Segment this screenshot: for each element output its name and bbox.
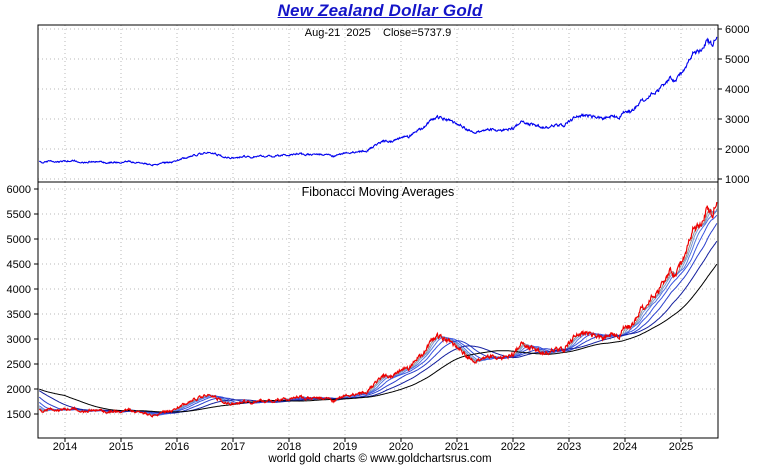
svg-text:4500: 4500 xyxy=(7,259,31,271)
price-line-red xyxy=(39,202,718,418)
ma-line-377d xyxy=(39,263,718,413)
svg-text:2021: 2021 xyxy=(445,441,469,453)
x-axis-labels: 2014 2015 2016 2017 2018 2019 2020 2021 2022 2023… xyxy=(53,441,693,453)
gridlines xyxy=(38,25,718,182)
copyright-footer: world gold charts © www.goldchartsrus.co… xyxy=(268,453,492,465)
ma-line-21d xyxy=(39,208,718,417)
y-axis-labels: 1500 2000 2500 3000 3500 4000 4500 5000 5500 6000 xyxy=(7,184,38,421)
x-axis-ticks xyxy=(64,438,682,442)
svg-text:2022: 2022 xyxy=(501,441,525,453)
svg-text:2025: 2025 xyxy=(669,441,693,453)
panel-border xyxy=(37,24,719,183)
gridlines xyxy=(38,182,718,438)
svg-text:2000: 2000 xyxy=(7,384,31,396)
y-axis-labels: 1000 2000 3000 4000 5000 6000 xyxy=(718,24,749,186)
svg-text:2014: 2014 xyxy=(53,441,77,453)
panel-border xyxy=(37,181,719,439)
svg-text:2019: 2019 xyxy=(333,441,357,453)
svg-text:2017: 2017 xyxy=(221,441,245,453)
svg-text:2000: 2000 xyxy=(725,144,749,156)
chart-title: New Zealand Dollar Gold xyxy=(277,1,483,20)
svg-text:5000: 5000 xyxy=(7,234,31,246)
svg-text:4000: 4000 xyxy=(725,84,749,96)
svg-text:2024: 2024 xyxy=(613,441,637,453)
svg-text:6000: 6000 xyxy=(7,184,31,196)
fibonacci-panel-title: Fibonacci Moving Averages xyxy=(301,185,455,199)
svg-text:1500: 1500 xyxy=(7,409,31,421)
bottom-panel: 1500 2000 2500 3000 3500 4000 4500 5000 5500 6000 xyxy=(7,181,719,442)
svg-text:2018: 2018 xyxy=(277,441,301,453)
price-line-blue xyxy=(39,36,718,167)
svg-text:3000: 3000 xyxy=(725,114,749,126)
svg-text:4000: 4000 xyxy=(7,284,31,296)
top-panel: 1000 2000 3000 4000 5000 6000 xyxy=(37,24,749,186)
ma-line-55d xyxy=(38,210,718,416)
svg-text:2023: 2023 xyxy=(557,441,581,453)
svg-text:2020: 2020 xyxy=(389,441,413,453)
ma-line-34d xyxy=(38,210,718,416)
ma-line-144d xyxy=(38,223,718,414)
svg-text:3500: 3500 xyxy=(7,309,31,321)
svg-text:3000: 3000 xyxy=(7,334,31,346)
svg-text:2015: 2015 xyxy=(109,441,133,453)
svg-text:6000: 6000 xyxy=(725,24,749,36)
svg-text:5500: 5500 xyxy=(7,209,31,221)
last-close-annotation: Aug-21 2025 Close=5737.9 xyxy=(304,27,452,39)
series-lines xyxy=(39,36,718,167)
series-lines xyxy=(38,202,718,418)
svg-text:2016: 2016 xyxy=(165,441,189,453)
svg-text:5000: 5000 xyxy=(725,54,749,66)
svg-text:1000: 1000 xyxy=(725,174,749,186)
svg-text:2500: 2500 xyxy=(7,359,31,371)
